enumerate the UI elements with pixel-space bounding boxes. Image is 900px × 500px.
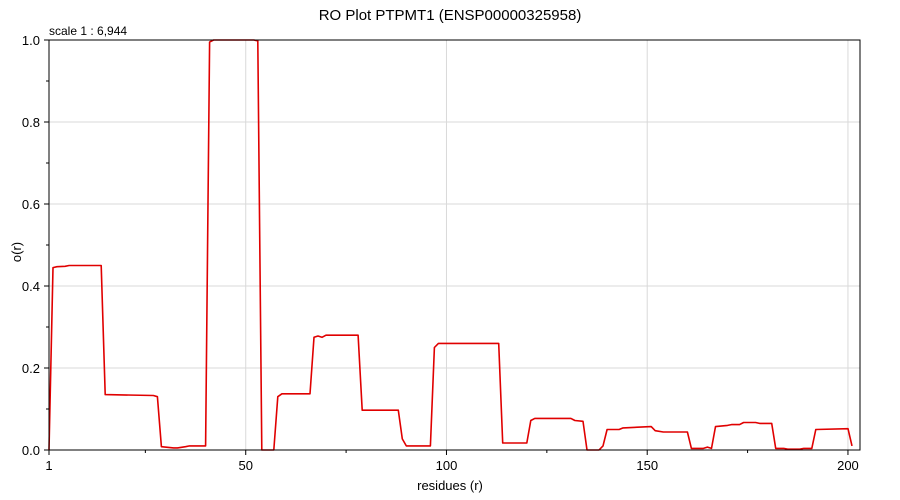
x-tick-label: 1 bbox=[45, 458, 52, 473]
y-tick-label: 1.0 bbox=[22, 33, 40, 48]
plot-frame bbox=[48, 39, 861, 451]
y-tick-label: 0.6 bbox=[22, 197, 40, 212]
chart-title: RO Plot PTPMT1 (ENSP00000325958) bbox=[319, 7, 582, 24]
series-line bbox=[48, 39, 853, 451]
x-tick-label: 50 bbox=[238, 458, 252, 473]
y-tick-label: 0.8 bbox=[22, 115, 40, 130]
scale-label: scale 1 : 6,944 bbox=[49, 24, 127, 38]
y-tick-label: 0.4 bbox=[22, 279, 40, 294]
x-tick-label: 100 bbox=[436, 458, 458, 473]
y-axis-label: o(r) bbox=[9, 242, 24, 262]
x-axis-label: residues (r) bbox=[417, 478, 483, 493]
x-tick-label: 200 bbox=[837, 458, 859, 473]
y-tick-label: 0.0 bbox=[22, 443, 40, 458]
grid-lines bbox=[49, 39, 860, 451]
x-tick-label: 150 bbox=[636, 458, 658, 473]
data-series bbox=[48, 39, 853, 451]
y-tick-label: 0.2 bbox=[22, 361, 40, 376]
axis-ticks: 0.00.20.40.60.81.01 50 100 150 200 bbox=[22, 33, 859, 473]
